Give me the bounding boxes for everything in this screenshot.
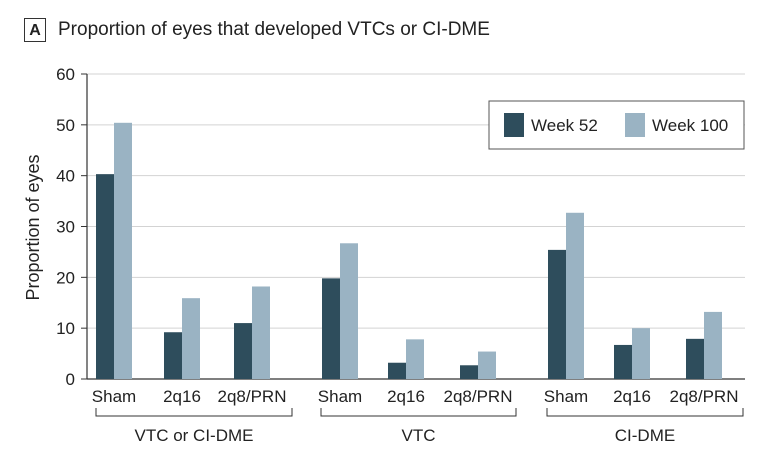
y-tick-label: 50 — [56, 116, 75, 135]
legend-label-week-100: Week 100 — [652, 116, 728, 135]
bar-week-52 — [686, 338, 704, 379]
x-tick-label: 2q16 — [387, 387, 425, 406]
x-tick-label: Sham — [318, 387, 362, 406]
chart-header: A Proportion of eyes that developed VTCs… — [24, 18, 490, 42]
bar-week-52 — [96, 174, 114, 379]
group-label: VTC or CI-DME — [135, 426, 254, 445]
panel-label: A — [24, 18, 46, 42]
bar-week-100 — [406, 339, 424, 379]
bar-week-52 — [548, 249, 566, 379]
bar-week-52 — [164, 332, 182, 379]
bar-week-100 — [114, 122, 132, 380]
legend-swatch-week-52 — [504, 113, 524, 137]
y-tick-label: 0 — [66, 370, 75, 389]
legend-swatch-week-100 — [625, 113, 645, 137]
x-tick-label: 2q16 — [613, 387, 651, 406]
x-tick-label: 2q8/PRN — [444, 387, 513, 406]
legend-box — [488, 100, 745, 150]
bar-week-100 — [252, 286, 270, 379]
chart-title: Proportion of eyes that developed VTCs o… — [58, 19, 490, 40]
bar-week-52 — [460, 365, 478, 379]
group-label: CI-DME — [615, 426, 675, 445]
x-tick-label: Sham — [544, 387, 588, 406]
bar-week-100 — [632, 328, 650, 379]
group-label: VTC — [402, 426, 436, 445]
bar-week-100 — [566, 212, 584, 379]
x-tick-label: 2q16 — [163, 387, 201, 406]
x-tick-label: 2q8/PRN — [670, 387, 739, 406]
bar-week-52 — [388, 362, 406, 379]
y-tick-label: 10 — [56, 319, 75, 338]
y-axis-label: Proportion of eyes — [23, 154, 43, 300]
bar-week-100 — [478, 351, 496, 379]
x-tick-label: Sham — [92, 387, 136, 406]
bar-week-100 — [704, 311, 722, 379]
y-tick-label: 40 — [56, 167, 75, 186]
x-tick-label: 2q8/PRN — [218, 387, 287, 406]
group-bracket — [546, 408, 744, 417]
group-bracket — [320, 408, 517, 417]
bar-week-52 — [614, 344, 632, 379]
y-tick-label: 20 — [56, 268, 75, 287]
bar-week-52 — [234, 323, 252, 379]
bar-week-100 — [182, 298, 200, 379]
bar-week-100 — [340, 243, 358, 379]
y-tick-label: 60 — [56, 65, 75, 84]
legend-label-week-52: Week 52 — [531, 116, 598, 135]
bar-week-52 — [322, 278, 340, 379]
group-bracket — [95, 408, 293, 417]
y-tick-label: 30 — [56, 218, 75, 237]
